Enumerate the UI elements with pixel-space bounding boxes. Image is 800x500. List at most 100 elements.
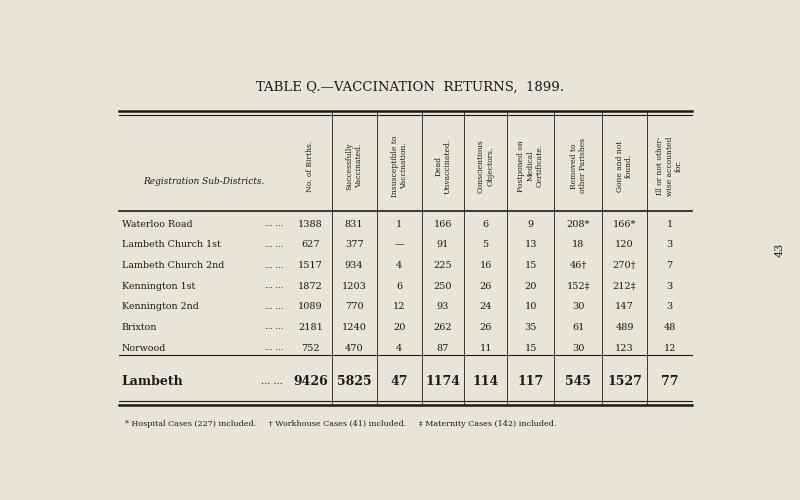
Text: 5: 5 — [482, 240, 489, 250]
Text: 26: 26 — [479, 323, 492, 332]
Text: Registration Sub-Districts.: Registration Sub-Districts. — [143, 177, 265, 186]
Text: ... ...: ... ... — [265, 241, 283, 249]
Text: 934: 934 — [345, 261, 363, 270]
Text: 16: 16 — [479, 261, 492, 270]
Text: 3: 3 — [666, 240, 673, 250]
Text: 166: 166 — [434, 220, 452, 229]
Text: 30: 30 — [572, 344, 584, 352]
Text: ... ...: ... ... — [265, 303, 283, 311]
Text: 91: 91 — [437, 240, 450, 250]
Text: 11: 11 — [479, 344, 492, 352]
Text: No. of Births.: No. of Births. — [306, 140, 314, 192]
Text: Lambeth Church 1st: Lambeth Church 1st — [122, 240, 221, 250]
Text: 250: 250 — [434, 282, 452, 290]
Text: 6: 6 — [482, 220, 489, 229]
Text: 377: 377 — [345, 240, 363, 250]
Text: 18: 18 — [572, 240, 584, 250]
Text: 46†: 46† — [570, 261, 587, 270]
Text: ... ...: ... ... — [265, 344, 283, 352]
Text: 1: 1 — [396, 220, 402, 229]
Text: 3: 3 — [666, 282, 673, 290]
Text: 10: 10 — [525, 302, 537, 312]
Text: 35: 35 — [525, 323, 537, 332]
Text: 12: 12 — [393, 302, 406, 312]
Text: Lambeth Church 2nd: Lambeth Church 2nd — [122, 261, 224, 270]
Text: Conscientious
Objectors.: Conscientious Objectors. — [477, 139, 494, 192]
Text: 489: 489 — [615, 323, 634, 332]
Text: Insusceptible to
Vaccination.: Insusceptible to Vaccination. — [390, 135, 408, 196]
Text: Kennington 2nd: Kennington 2nd — [122, 302, 198, 312]
Text: 5825: 5825 — [337, 375, 371, 388]
Text: 1: 1 — [666, 220, 673, 229]
Text: 470: 470 — [345, 344, 363, 352]
Text: 77: 77 — [661, 375, 678, 388]
Text: 152‡: 152‡ — [566, 282, 590, 290]
Text: * Hospital Cases (227) included.     † Workhouse Cases (41) included.     ‡ Mate: * Hospital Cases (227) included. † Workh… — [125, 420, 556, 428]
Text: 47: 47 — [390, 375, 408, 388]
Text: 30: 30 — [572, 302, 584, 312]
Text: 7: 7 — [666, 261, 673, 270]
Text: 61: 61 — [572, 323, 584, 332]
Text: ... ...: ... ... — [265, 262, 283, 270]
Text: 225: 225 — [434, 261, 452, 270]
Text: Brixton: Brixton — [122, 323, 157, 332]
Text: Removed to
other Parishes: Removed to other Parishes — [570, 138, 587, 194]
Text: 43: 43 — [775, 243, 785, 257]
Text: Postponed on
Medical
Certificate.: Postponed on Medical Certificate. — [518, 140, 544, 192]
Text: 20: 20 — [393, 323, 406, 332]
Text: 270†: 270† — [613, 261, 636, 270]
Text: ... ...: ... ... — [265, 220, 283, 228]
Text: 13: 13 — [524, 240, 537, 250]
Text: 123: 123 — [615, 344, 634, 352]
Text: 87: 87 — [437, 344, 450, 352]
Text: 117: 117 — [518, 375, 544, 388]
Text: 4: 4 — [396, 344, 402, 352]
Text: 6: 6 — [396, 282, 402, 290]
Text: Waterloo Road: Waterloo Road — [122, 220, 192, 229]
Text: 15: 15 — [525, 261, 537, 270]
Text: 12: 12 — [663, 344, 676, 352]
Text: Successfully
Vaccinated.: Successfully Vaccinated. — [346, 142, 362, 190]
Text: 1388: 1388 — [298, 220, 322, 229]
Text: 147: 147 — [615, 302, 634, 312]
Text: 1872: 1872 — [298, 282, 323, 290]
Text: Kennington 1st: Kennington 1st — [122, 282, 195, 290]
Text: 208*: 208* — [566, 220, 590, 229]
Text: 1517: 1517 — [298, 261, 323, 270]
Text: TABLE Q.—VACCINATION  RETURNS,  1899.: TABLE Q.—VACCINATION RETURNS, 1899. — [256, 81, 564, 94]
Text: 24: 24 — [479, 302, 492, 312]
Text: Norwood: Norwood — [122, 344, 166, 352]
Text: 48: 48 — [663, 323, 676, 332]
Text: 2181: 2181 — [298, 323, 323, 332]
Text: 212‡: 212‡ — [613, 282, 636, 290]
Text: 262: 262 — [434, 323, 452, 332]
Text: Gone and not
found.: Gone and not found. — [616, 140, 633, 192]
Text: 166*: 166* — [613, 220, 636, 229]
Text: 26: 26 — [479, 282, 492, 290]
Text: 1240: 1240 — [342, 323, 366, 332]
Text: 93: 93 — [437, 302, 450, 312]
Text: 9426: 9426 — [293, 375, 328, 388]
Text: ... ...: ... ... — [265, 282, 283, 290]
Text: 1527: 1527 — [607, 375, 642, 388]
Text: Dead
Unvaccinated.: Dead Unvaccinated. — [434, 138, 452, 194]
Text: 1174: 1174 — [426, 375, 461, 388]
Text: 1203: 1203 — [342, 282, 366, 290]
Text: ... ...: ... ... — [265, 324, 283, 332]
Text: 627: 627 — [301, 240, 320, 250]
Text: 752: 752 — [301, 344, 320, 352]
Text: 831: 831 — [345, 220, 363, 229]
Text: 15: 15 — [525, 344, 537, 352]
Text: 1089: 1089 — [298, 302, 322, 312]
Text: 114: 114 — [473, 375, 498, 388]
Text: Ill or not other-
wise accounted
for.: Ill or not other- wise accounted for. — [656, 136, 682, 196]
Text: —: — — [394, 240, 404, 250]
Text: 3: 3 — [666, 302, 673, 312]
Text: 120: 120 — [615, 240, 634, 250]
Text: 770: 770 — [345, 302, 363, 312]
Text: ... ...: ... ... — [261, 377, 283, 386]
Text: 4: 4 — [396, 261, 402, 270]
Text: Lambeth: Lambeth — [122, 375, 183, 388]
Text: 9: 9 — [527, 220, 534, 229]
Text: 20: 20 — [525, 282, 537, 290]
